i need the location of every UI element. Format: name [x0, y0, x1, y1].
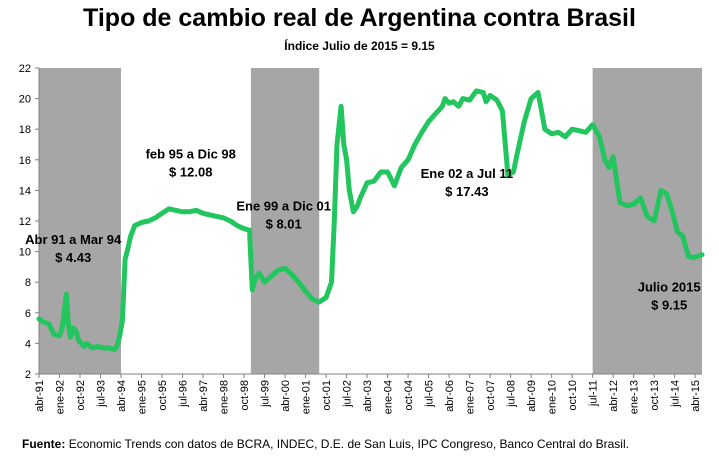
x-tick-label: jul-05 [424, 380, 436, 408]
y-tick-label: 6 [25, 308, 31, 320]
annotation-period-3: Ene 99 a Dic 01 [236, 198, 331, 213]
shaded-period-3 [592, 68, 702, 374]
y-tick-label: 18 [19, 124, 31, 136]
x-tick-label: ene-10 [547, 380, 559, 414]
x-tick-label: oct-95 [157, 380, 169, 411]
x-tick-label: abr-15 [690, 380, 702, 412]
source-label: Fuente: [22, 437, 66, 451]
y-tick-label: 22 [19, 63, 31, 75]
x-tick-label: jul-99 [260, 380, 272, 408]
annotation-period-5: Julio 2015 [638, 279, 701, 294]
x-tick-label: jul-11 [588, 380, 600, 407]
source-note: Fuente: Economic Trends con datos de BCR… [22, 437, 629, 451]
x-tick-label: oct-98 [239, 380, 251, 411]
x-tick-label: oct-01 [321, 380, 333, 411]
x-tick-label: ene-95 [137, 380, 149, 414]
y-tick-label: 8 [25, 277, 31, 289]
chart-subtitle: Índice Julio de 2015 = 9.15 [284, 39, 435, 53]
x-tick-label: jul-96 [178, 380, 190, 408]
shaded-period-2 [250, 68, 320, 374]
x-tick-label: abr-91 [34, 380, 46, 412]
x-tick-label: abr-03 [362, 380, 374, 412]
annotation-value-4: $ 17.43 [445, 184, 488, 199]
x-tick-label: ene-04 [383, 380, 395, 414]
annotation-value-2: $ 12.08 [169, 164, 212, 179]
x-tick-label: oct-04 [403, 380, 415, 411]
annotation-period-1: Abr 91 a Mar 94 [25, 232, 122, 247]
x-tick-label: oct-07 [485, 380, 497, 411]
x-tick-label: jul-02 [342, 380, 354, 408]
x-tick-label: abr-00 [280, 380, 292, 412]
y-tick-label: 12 [19, 216, 31, 228]
annotation-value-3: $ 8.01 [266, 216, 302, 231]
annotation-period-2: feb 95 a Dic 98 [146, 146, 236, 161]
x-tick-label: ene-01 [301, 380, 313, 414]
x-tick-label: ene-92 [55, 380, 67, 414]
x-tick-label: jul-14 [670, 380, 682, 408]
annotation-value-1: $ 4.43 [55, 250, 91, 265]
x-tick-label: oct-13 [649, 380, 661, 411]
y-tick-label: 2 [25, 369, 31, 381]
x-tick-label: abr-97 [198, 380, 210, 412]
y-tick-label: 20 [19, 94, 31, 106]
y-tick-label: 16 [19, 155, 31, 167]
x-tick-label: abr-94 [116, 380, 128, 412]
x-tick-label: abr-06 [444, 380, 456, 412]
x-tick-label: oct-92 [75, 380, 87, 411]
shaded-period-1 [39, 68, 122, 374]
x-tick-label: abr-12 [608, 380, 620, 412]
x-tick-label: jul-08 [506, 380, 518, 408]
y-tick-label: 14 [19, 185, 31, 197]
x-tick-label: ene-98 [219, 380, 231, 414]
x-tick-label: oct-10 [567, 380, 579, 411]
y-tick-label: 10 [19, 247, 31, 259]
y-tick-label: 4 [25, 338, 31, 350]
annotation-period-4: Ene 02 a Jul 11 [421, 166, 514, 181]
x-tick-label: abr-09 [526, 380, 538, 412]
source-text: Economic Trends con datos de BCRA, INDEC… [68, 437, 629, 451]
x-tick-label: ene-13 [629, 380, 641, 414]
series-line-1 [36, 88, 705, 352]
x-tick-label: ene-07 [465, 380, 477, 414]
annotation-value-5: $ 9.15 [651, 297, 687, 312]
x-tick-label: jul-93 [96, 380, 108, 408]
chart-title: Tipo de cambio real de Argentina contra … [83, 4, 636, 32]
